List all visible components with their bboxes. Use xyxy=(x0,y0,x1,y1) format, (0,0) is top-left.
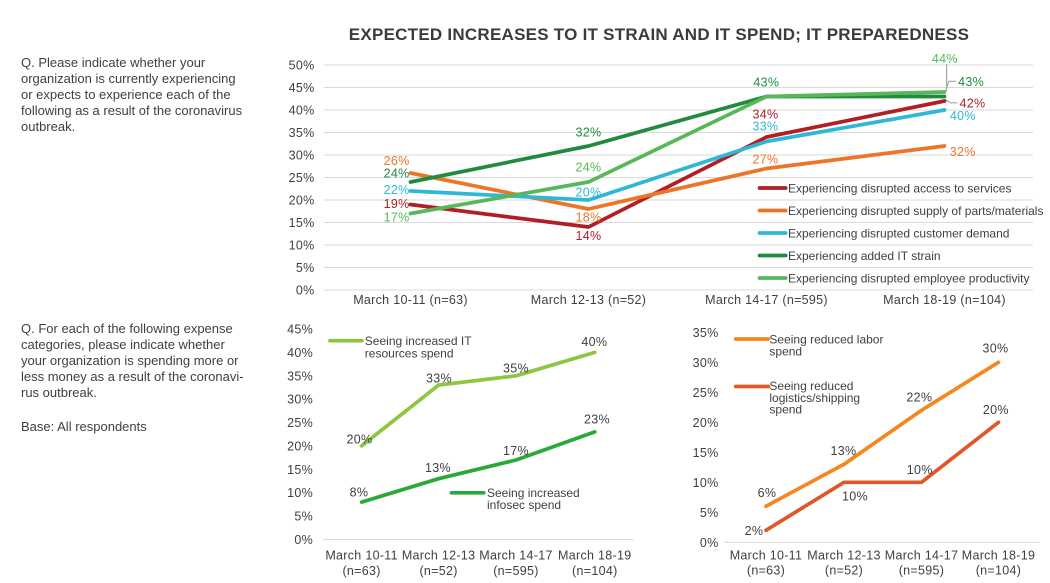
svg-text:(n=595): (n=595) xyxy=(493,564,539,578)
svg-text:10%: 10% xyxy=(842,490,868,504)
svg-text:35%: 35% xyxy=(289,126,315,140)
svg-text:infosec spend: infosec spend xyxy=(487,498,561,512)
svg-text:10%: 10% xyxy=(289,239,315,253)
svg-text:Seeing reduced labor: Seeing reduced labor xyxy=(769,332,883,346)
svg-text:30%: 30% xyxy=(693,356,719,370)
svg-text:March 12-13: March 12-13 xyxy=(402,549,475,563)
svg-text:March 10-11: March 10-11 xyxy=(325,549,398,563)
svg-text:Experiencing disrupted employe: Experiencing disrupted employee producti… xyxy=(788,271,1029,285)
svg-text:10%: 10% xyxy=(907,463,933,477)
svg-text:43%: 43% xyxy=(958,75,984,89)
svg-text:25%: 25% xyxy=(693,386,719,400)
svg-text:19%: 19% xyxy=(384,197,410,211)
svg-text:Experiencing disrupted access: Experiencing disrupted access to service… xyxy=(788,181,1011,195)
svg-text:March 18-19: March 18-19 xyxy=(558,549,631,563)
svg-text:(n=63): (n=63) xyxy=(342,564,380,578)
svg-text:33%: 33% xyxy=(426,371,452,385)
svg-text:March 12-13 (n=52): March 12-13 (n=52) xyxy=(531,293,647,307)
svg-text:13%: 13% xyxy=(425,461,451,475)
svg-text:Experiencing disrupted custome: Experiencing disrupted customer demand xyxy=(788,226,1009,240)
svg-text:43%: 43% xyxy=(753,76,779,90)
svg-text:13%: 13% xyxy=(830,444,856,458)
svg-text:35%: 35% xyxy=(503,361,529,375)
svg-text:17%: 17% xyxy=(384,211,410,225)
svg-text:March 12-13: March 12-13 xyxy=(807,549,880,563)
svg-text:45%: 45% xyxy=(289,81,315,95)
svg-text:(n=52): (n=52) xyxy=(825,564,863,578)
svg-text:34%: 34% xyxy=(752,108,778,122)
svg-text:40%: 40% xyxy=(287,346,313,360)
svg-text:2%: 2% xyxy=(745,524,764,538)
svg-text:40%: 40% xyxy=(289,104,315,118)
svg-text:15%: 15% xyxy=(693,446,719,460)
svg-text:17%: 17% xyxy=(503,444,529,458)
svg-text:45%: 45% xyxy=(287,323,313,337)
svg-text:30%: 30% xyxy=(289,149,315,163)
svg-text:spend: spend xyxy=(769,345,802,359)
svg-text:March 10-11: March 10-11 xyxy=(730,549,803,563)
svg-text:Seeing reduced: Seeing reduced xyxy=(769,379,853,393)
svg-text:25%: 25% xyxy=(287,416,313,430)
svg-text:10%: 10% xyxy=(693,476,719,490)
svg-text:March 14-17: March 14-17 xyxy=(885,549,958,563)
svg-text:14%: 14% xyxy=(575,229,601,243)
svg-text:30%: 30% xyxy=(287,393,313,407)
svg-text:(n=104): (n=104) xyxy=(572,564,618,578)
svg-text:27%: 27% xyxy=(752,153,778,167)
svg-text:33%: 33% xyxy=(752,120,778,134)
svg-text:50%: 50% xyxy=(289,59,315,73)
svg-text:20%: 20% xyxy=(575,186,601,200)
svg-text:5%: 5% xyxy=(700,506,719,520)
svg-text:March 14-17: March 14-17 xyxy=(479,549,552,563)
svg-text:35%: 35% xyxy=(693,326,719,340)
svg-text:20%: 20% xyxy=(693,416,719,430)
svg-text:Seeing increased IT: Seeing increased IT xyxy=(365,334,472,348)
svg-text:0%: 0% xyxy=(296,284,315,298)
svg-text:(n=104): (n=104) xyxy=(976,564,1022,578)
svg-text:0%: 0% xyxy=(700,536,719,550)
svg-text:24%: 24% xyxy=(384,166,410,180)
svg-text:35%: 35% xyxy=(287,369,313,383)
svg-text:40%: 40% xyxy=(950,109,976,123)
svg-text:(n=63): (n=63) xyxy=(747,564,785,578)
svg-text:logistics/shipping: logistics/shipping xyxy=(769,391,860,405)
svg-text:40%: 40% xyxy=(581,335,607,349)
svg-text:5%: 5% xyxy=(294,510,313,524)
svg-text:10%: 10% xyxy=(287,486,313,500)
svg-text:18%: 18% xyxy=(575,211,601,225)
svg-text:32%: 32% xyxy=(575,126,601,140)
svg-text:24%: 24% xyxy=(575,161,601,175)
svg-text:32%: 32% xyxy=(950,145,976,159)
svg-text:5%: 5% xyxy=(296,261,315,275)
svg-text:20%: 20% xyxy=(347,433,373,447)
svg-text:20%: 20% xyxy=(289,194,315,208)
svg-text:0%: 0% xyxy=(294,533,313,547)
svg-text:March 14-17 (n=595): March 14-17 (n=595) xyxy=(705,293,828,307)
svg-text:spend: spend xyxy=(769,403,802,417)
svg-text:44%: 44% xyxy=(932,52,958,66)
svg-text:15%: 15% xyxy=(289,216,315,230)
svg-text:March 10-11 (n=63): March 10-11 (n=63) xyxy=(353,293,468,307)
svg-text:20%: 20% xyxy=(983,403,1009,417)
svg-text:25%: 25% xyxy=(289,171,315,185)
svg-text:20%: 20% xyxy=(287,440,313,454)
svg-text:(n=595): (n=595) xyxy=(899,564,945,578)
svg-text:March 18-19 (n=104): March 18-19 (n=104) xyxy=(883,293,1006,307)
svg-text:42%: 42% xyxy=(960,97,986,111)
svg-text:22%: 22% xyxy=(906,391,932,405)
svg-text:6%: 6% xyxy=(758,486,777,500)
svg-text:(n=52): (n=52) xyxy=(419,564,457,578)
svg-text:resources spend: resources spend xyxy=(365,347,454,361)
svg-text:30%: 30% xyxy=(982,341,1008,355)
svg-text:22%: 22% xyxy=(384,183,410,197)
svg-text:Seeing increased: Seeing increased xyxy=(487,486,580,500)
svg-text:Experiencing disrupted supply: Experiencing disrupted supply of parts/m… xyxy=(788,204,1043,218)
svg-text:15%: 15% xyxy=(287,463,313,477)
svg-text:March 18-19: March 18-19 xyxy=(962,549,1035,563)
svg-text:26%: 26% xyxy=(384,154,410,168)
svg-text:8%: 8% xyxy=(350,485,369,499)
svg-text:23%: 23% xyxy=(584,413,610,427)
svg-text:Experiencing added IT strain: Experiencing added IT strain xyxy=(788,249,941,263)
